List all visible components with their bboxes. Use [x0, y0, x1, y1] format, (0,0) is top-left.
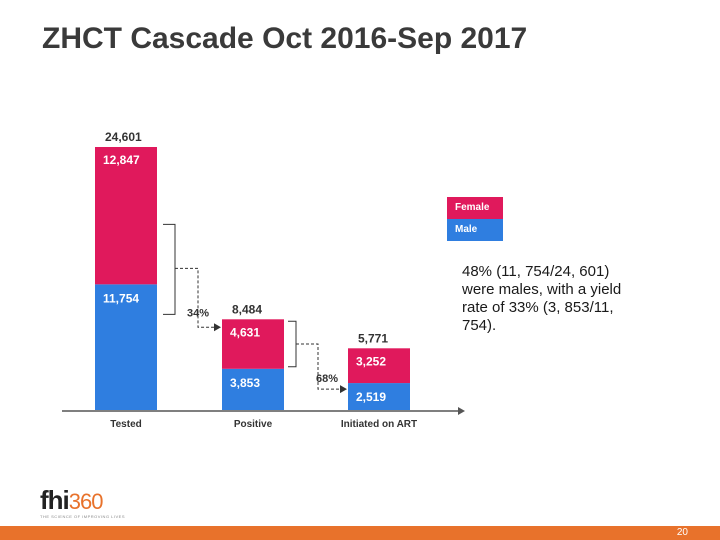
fhi360-logo: fhi360 THE SCIENCE OF IMPROVING LIVES	[40, 485, 125, 519]
bar-female-2	[348, 348, 410, 384]
category-label-1: Positive	[234, 419, 273, 430]
label-total-2: 5,771	[358, 331, 388, 345]
chart-legend: Female Male	[447, 197, 503, 241]
label-male-0: 11,754	[103, 291, 139, 305]
arrowhead-tested-positive	[214, 323, 221, 332]
label-total-1: 8,484	[232, 302, 262, 316]
page-number: 20	[676, 527, 688, 538]
bar-male-2	[348, 383, 410, 410]
legend-male: Male	[447, 219, 503, 241]
arrowhead-positive-initiated	[340, 385, 347, 394]
label-male-2: 2,519	[356, 390, 386, 404]
x-axis-arrow	[458, 407, 465, 415]
label-female-2: 3,252	[356, 354, 386, 368]
footer-bar	[0, 526, 720, 540]
legend-female: Female	[447, 197, 503, 219]
logo-tagline: THE SCIENCE OF IMPROVING LIVES	[40, 514, 126, 519]
bracket-tested	[163, 223, 176, 315]
label-total-0: 24,601	[105, 130, 142, 144]
label-male-1: 3,853	[230, 376, 260, 390]
annotation-34: 34%	[187, 307, 209, 319]
logo-number: 360	[68, 489, 104, 514]
bar-male-1	[222, 368, 284, 410]
bar-female-0	[95, 147, 157, 285]
category-label-2: Initiated on ART	[341, 419, 417, 430]
bracket-positive	[288, 320, 297, 368]
arrow-positive-initiated	[296, 343, 342, 390]
bar-female-1	[222, 319, 284, 369]
arrow-tested-positive	[175, 267, 216, 328]
label-female-1: 4,631	[230, 325, 260, 339]
slide-title: ZHCT Cascade Oct 2016-Sep 2017	[42, 22, 528, 55]
summary-note: 48% (11, 754/24, 601) were males, with a…	[462, 263, 622, 334]
category-label-0: Tested	[110, 419, 142, 430]
bar-male-0	[95, 284, 157, 410]
logo-text: fhi	[40, 485, 70, 515]
label-female-0: 12,847	[103, 153, 140, 167]
annotation-68: 68%	[316, 373, 338, 385]
